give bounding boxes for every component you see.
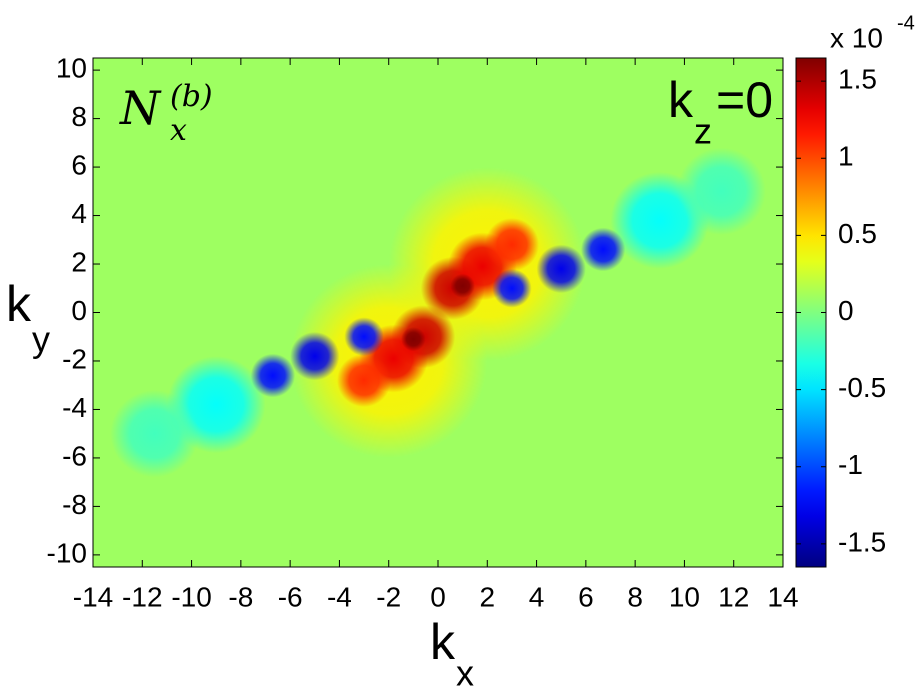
x-tick-label: 8 [627, 581, 643, 612]
x-tick-label: 2 [479, 581, 495, 612]
field-blob [250, 353, 296, 398]
x-tick-label: 4 [529, 581, 545, 612]
colorbar-tick-label: 0.5 [838, 218, 877, 249]
y-tick-label: -10 [47, 537, 87, 568]
y-tick-label: 0 [71, 295, 87, 326]
title-sub: x [170, 113, 187, 148]
field-blob [290, 331, 340, 381]
title-sup: (b) [170, 79, 213, 114]
field-blob [536, 244, 586, 294]
colorbar-label-sup: -4 [897, 12, 915, 34]
y-tick-label: -2 [62, 343, 87, 374]
x-tick-label: 14 [767, 581, 798, 612]
y-tick-label: 8 [71, 101, 87, 132]
y-tick-label: 10 [56, 53, 87, 84]
x-label: k [430, 614, 456, 670]
colorbar-tick-label: 1 [838, 141, 854, 172]
x-tick-label: -8 [228, 581, 253, 612]
colorbar-tick-label: -1.5 [838, 526, 886, 557]
y-tick-label: -4 [62, 392, 87, 423]
field [110, 147, 766, 478]
colorbar-tick-label: 1.5 [838, 64, 877, 95]
annotation: k [668, 72, 694, 128]
field-blob [484, 217, 540, 272]
y-tick-label: -6 [62, 440, 87, 471]
field-blob [677, 147, 766, 235]
field-blob [401, 327, 426, 352]
colorbar-label: x 10 [830, 22, 883, 53]
field-blob [110, 390, 199, 478]
field-blob [344, 317, 384, 357]
y-tick-label: 4 [71, 198, 87, 229]
x-tick-label: -14 [73, 581, 113, 612]
field-blob [336, 353, 392, 408]
field-blob [450, 273, 475, 298]
x-tick-label: 10 [669, 581, 700, 612]
x-tick-label: -10 [171, 581, 211, 612]
x-tick-label: 12 [718, 581, 749, 612]
annotation-sub: z [694, 111, 712, 152]
field-blob [580, 227, 626, 272]
field-blob [492, 268, 532, 308]
colorbar-tick-label: -1 [838, 449, 863, 480]
y-tick-label: 2 [71, 246, 87, 277]
title: N [119, 81, 162, 135]
x-tick-label: -6 [278, 581, 303, 612]
y-tick-label: -8 [62, 489, 87, 520]
y-label: k [6, 276, 32, 332]
annotation-rest: =0 [716, 72, 773, 128]
y-tick-label: 6 [71, 149, 87, 180]
x-tick-label: 0 [430, 581, 446, 612]
colorbar-tick-label: 0 [838, 295, 854, 326]
x-tick-label: -4 [327, 581, 352, 612]
y-label-sub: y [32, 319, 50, 360]
colorbar-tick-label: -0.5 [838, 372, 886, 403]
x-tick-label: -2 [376, 581, 401, 612]
x-tick-label: -12 [122, 581, 162, 612]
x-label-sub: x [456, 653, 474, 694]
x-tick-label: 6 [578, 581, 594, 612]
